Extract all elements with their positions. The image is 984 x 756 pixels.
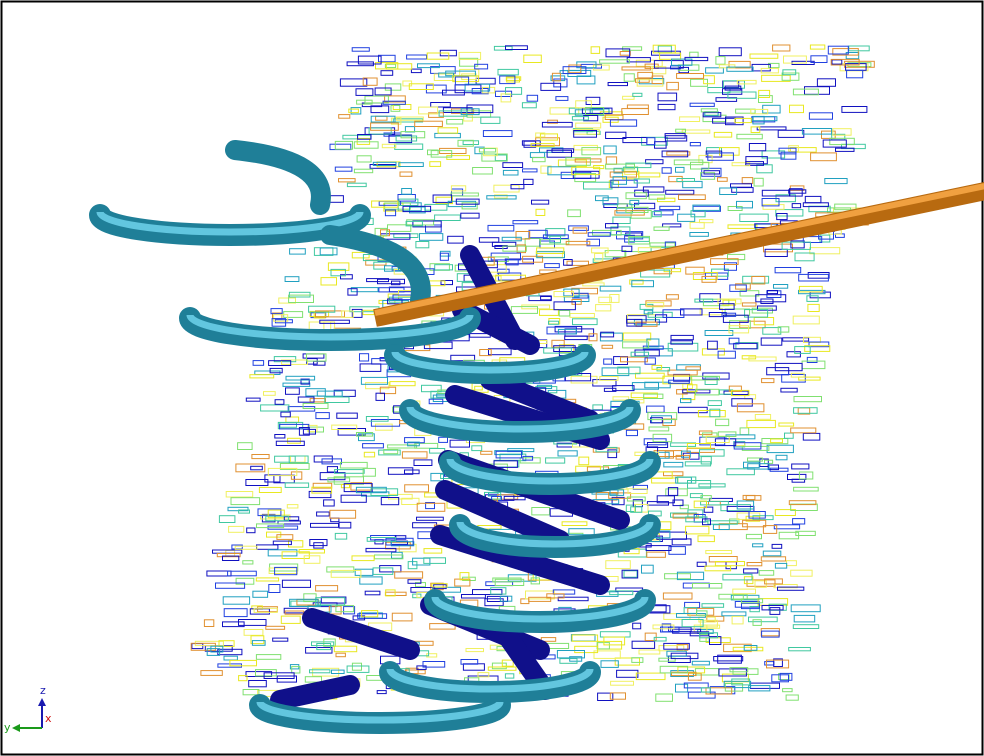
y-axis-label: y <box>4 721 11 734</box>
viewport: z y x <box>0 0 984 756</box>
page: {"axes_triad": {"z": "z", "y": "y", "x":… <box>0 0 984 756</box>
z-axis-label: z <box>40 684 46 697</box>
x-axis-label: x <box>45 712 52 725</box>
